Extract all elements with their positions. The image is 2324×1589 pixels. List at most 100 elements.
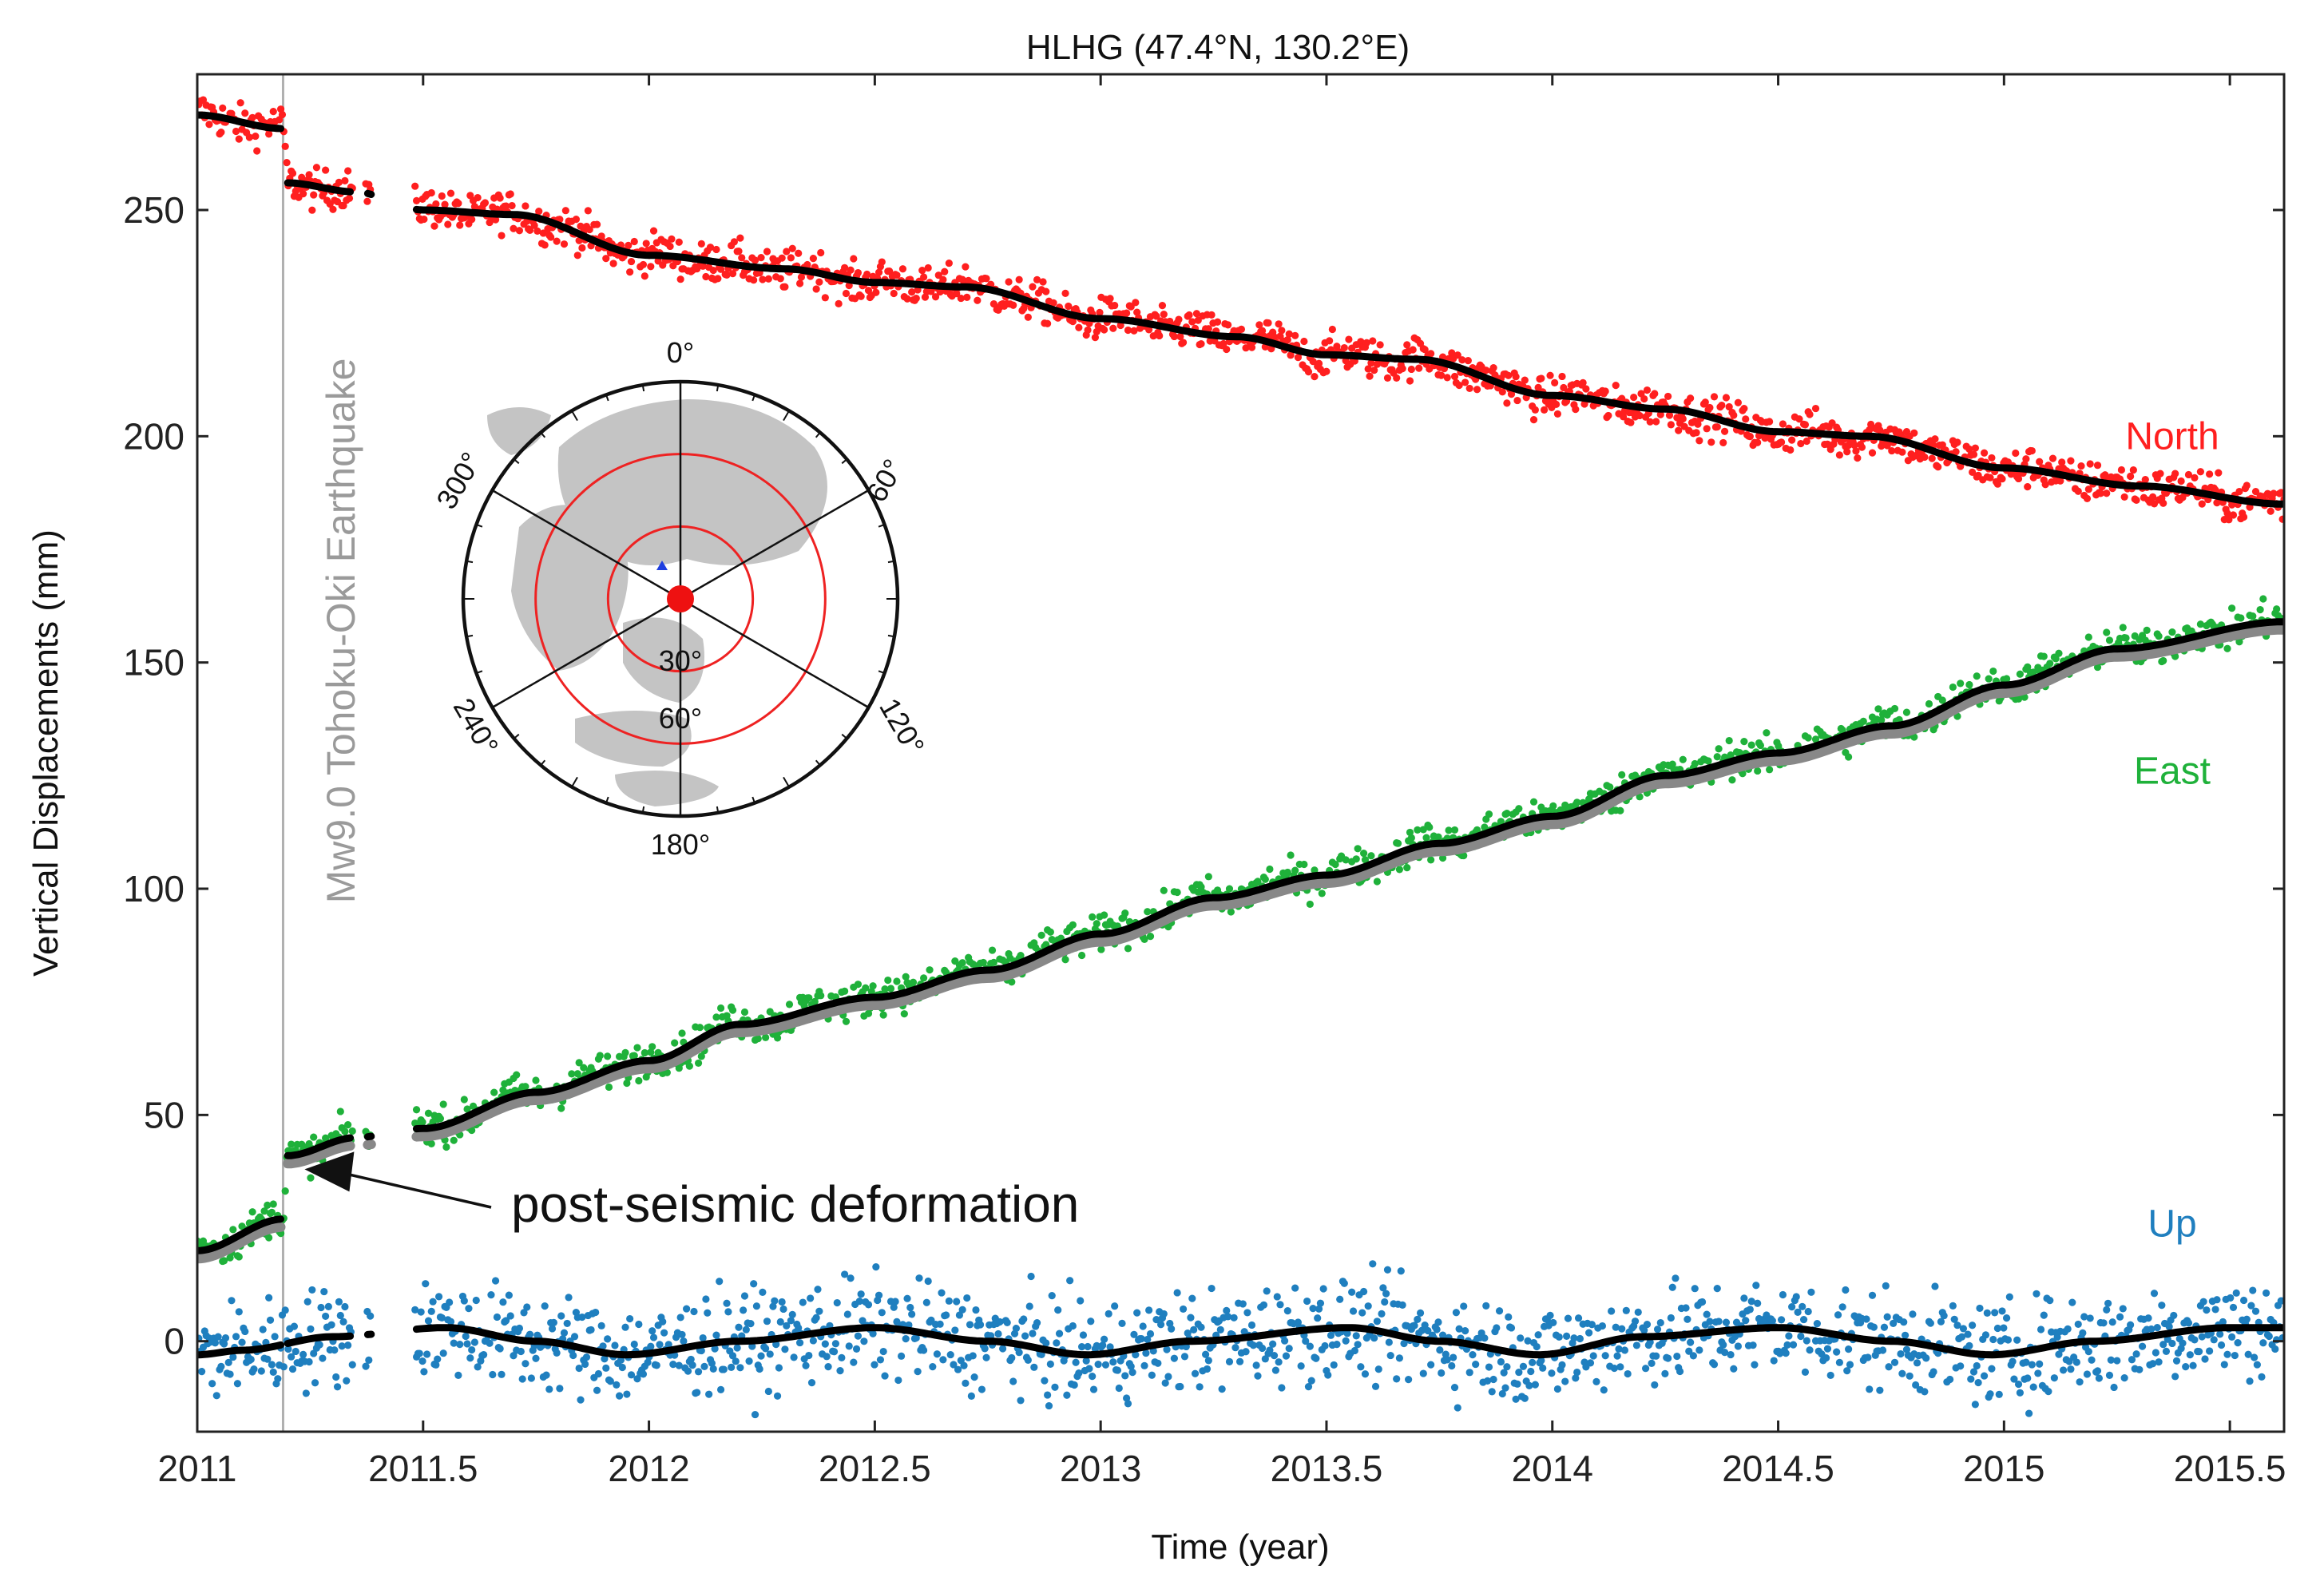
data-point-up [1077,1297,1085,1305]
data-point-east [1394,839,1402,847]
series-group [197,96,2284,1419]
data-point-east [513,1071,521,1079]
data-point-up [1273,1293,1281,1301]
data-point-north [854,268,863,277]
data-point-east [1287,851,1295,859]
data-point-up [1196,1383,1204,1391]
data-point-up [702,1295,710,1303]
data-point-up [2024,1374,2032,1382]
data-point-north [1367,359,1375,367]
data-point-north [1285,330,1293,338]
inset-station-marker [656,561,668,570]
data-point-east [879,1011,887,1019]
data-point-east [1089,913,1097,921]
data-point-north [2277,489,2284,497]
data-point-north [1694,420,1702,428]
data-point-north [1582,385,1590,393]
data-point-up [563,1319,571,1328]
inset-ring-label: 60° [659,702,702,735]
data-point-up [1900,1318,1908,1326]
data-point-east [1261,875,1269,883]
data-point-up [2004,1336,2013,1344]
data-point-up [1306,1342,1314,1350]
data-point-up [2213,1296,2221,1304]
data-point-north [1713,423,1721,431]
data-point-up [2080,1313,2088,1321]
data-point-up [705,1390,713,1398]
data-point-north [630,237,638,246]
data-point-up [799,1298,807,1306]
data-point-east [1938,696,1946,704]
data-point-up [2150,1290,2159,1298]
data-point-east [344,1121,352,1129]
data-point-up [1959,1325,1968,1333]
data-point-up [2251,1307,2260,1315]
data-point-north [1779,420,1787,428]
data-point-up [1553,1385,1561,1393]
data-point-up [1574,1314,1583,1322]
data-point-up [422,1280,430,1288]
data-point-east [235,1253,243,1261]
data-point-north [642,240,650,248]
data-point-up [247,1355,255,1364]
data-point-north [1703,425,1711,433]
data-point-up [1823,1345,1832,1353]
data-point-up [967,1392,975,1400]
data-point-up [1448,1361,1456,1370]
data-point-up [417,1308,425,1316]
data-point-up [630,1340,638,1349]
data-point-north [1627,418,1635,426]
data-point-up [1897,1349,1905,1358]
data-point-up [1747,1298,1755,1306]
data-point-north [627,257,636,266]
inset-degree-tick [858,489,870,497]
data-point-up [1084,1342,1092,1351]
data-point-north [751,256,759,264]
data-point-up [745,1357,753,1365]
data-point-north [1132,299,1140,307]
data-point-up [833,1298,841,1307]
data-point-north [974,296,982,304]
data-point-up [821,1340,829,1348]
data-point-north [1788,436,1796,444]
data-point-up [781,1345,789,1353]
data-point-north [2036,458,2044,466]
data-point-up [1673,1352,1681,1361]
data-point-east [1266,865,1274,874]
data-point-up [735,1323,743,1331]
data-point-up [1834,1311,1842,1319]
inset-degree-tick [571,776,578,788]
data-point-north [850,255,858,263]
data-point-up [2074,1320,2082,1329]
inset-landmass [703,417,784,479]
data-point-up [2064,1325,2072,1333]
data-point-north [1465,384,1473,393]
data-point-up [229,1353,237,1361]
data-point-up [1754,1299,1762,1307]
earthquake-label: Mw9.0 Tohoku-Oki Earthquake [319,359,363,904]
data-point-up [958,1306,966,1314]
data-point-up [439,1349,447,1357]
data-point-up [1069,1322,1077,1330]
data-point-up [1661,1369,1669,1377]
data-point-up [1929,1368,1937,1376]
data-point-east [1985,675,1993,683]
data-point-up [1333,1341,1341,1349]
data-point-up [1304,1383,1313,1391]
data-point-up [1190,1325,1198,1333]
data-point-north [2086,460,2094,468]
data-point-up [652,1361,660,1369]
data-point-up [1797,1332,1805,1341]
data-point-up [1118,1319,1126,1327]
data-point-north [797,273,806,281]
data-point-up [348,1361,356,1369]
data-point-up [906,1303,914,1312]
data-point-up [2059,1366,2068,1374]
data-point-east [869,982,877,990]
data-point-up [1612,1323,1620,1331]
data-point-north [702,272,710,281]
data-point-up [644,1358,652,1366]
data-point-up [1124,1400,1132,1408]
data-point-north [1640,394,1648,403]
data-point-up [2095,1374,2103,1382]
